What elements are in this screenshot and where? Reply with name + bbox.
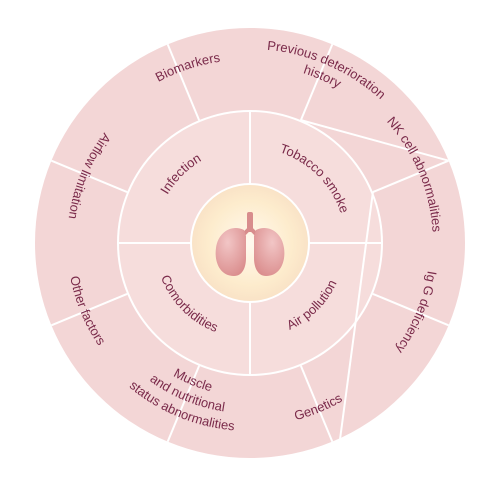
risk-factor-wheel: Biomarkers Previous deterioration histor…: [0, 0, 500, 500]
center-disc: [192, 185, 308, 301]
